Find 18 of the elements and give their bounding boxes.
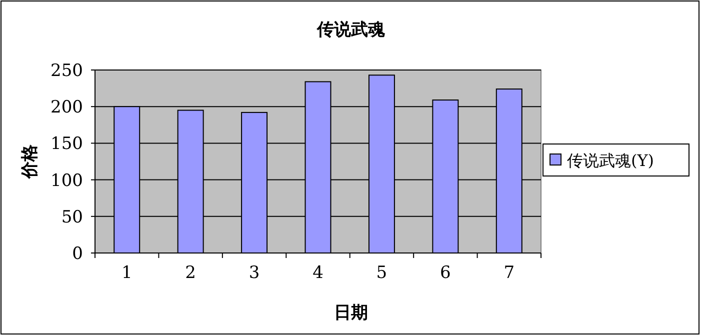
x-tick-label: 6 xyxy=(440,263,451,283)
x-tick-label: 5 xyxy=(376,263,388,283)
legend: 传说武魂(Y) xyxy=(542,144,690,176)
legend-label: 传说武魂(Y) xyxy=(567,151,654,170)
y-tick-label: 150 xyxy=(50,134,83,154)
x-tick-label: 7 xyxy=(504,263,515,283)
x-axis-title: 日期 xyxy=(334,303,368,323)
y-tick-label: 0 xyxy=(72,244,83,264)
y-tick-label: 250 xyxy=(50,61,83,81)
y-tick-label: 200 xyxy=(50,98,83,118)
x-tick-label: 3 xyxy=(248,263,260,283)
y-axis-title: 价格 xyxy=(20,144,40,180)
y-tick-label: 100 xyxy=(50,170,83,191)
y-tick-label: 50 xyxy=(61,207,83,228)
chart-title: 传说武魂 xyxy=(316,20,385,40)
x-tick-label: 4 xyxy=(312,263,324,283)
x-tick-label: 1 xyxy=(121,263,132,283)
x-tick-label: 2 xyxy=(185,263,196,283)
